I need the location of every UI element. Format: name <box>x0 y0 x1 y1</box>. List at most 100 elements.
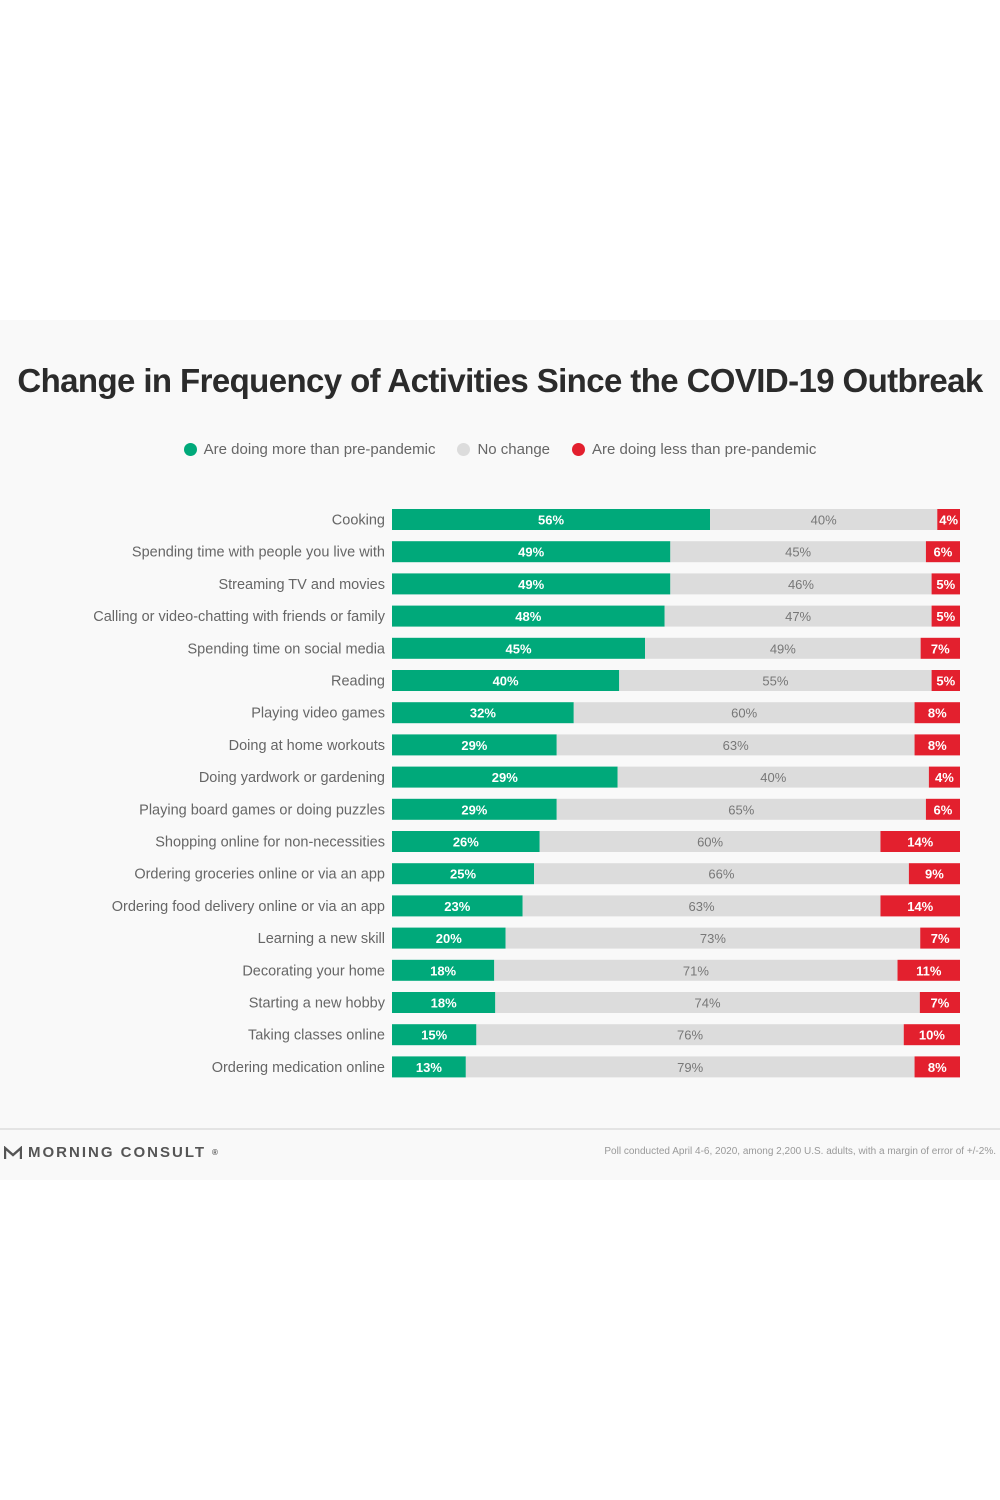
data-label-less: 8% <box>928 706 947 721</box>
bar-segment-more <box>392 541 671 563</box>
category-label: Spending time on social media <box>188 641 386 657</box>
bar-segment-more <box>392 992 496 1013</box>
data-label-no-change: 63% <box>723 738 749 753</box>
data-label-more: 18% <box>430 963 456 978</box>
footnote: Poll conducted April 4-6, 2020, among 2,… <box>604 1146 996 1157</box>
bar-segment-more <box>392 734 557 756</box>
data-label-more: 23% <box>444 899 470 914</box>
data-label-no-change: 73% <box>700 931 726 946</box>
data-label-more: 49% <box>518 577 544 592</box>
data-label-less: 8% <box>928 1060 947 1075</box>
bar-segment-no-change <box>670 573 932 595</box>
data-label-more: 49% <box>518 545 544 560</box>
category-label: Taking classes online <box>248 1028 385 1044</box>
bar-segment-less <box>925 798 960 820</box>
data-label-less: 4% <box>939 513 958 528</box>
category-label: Ordering food delivery online or via an … <box>112 899 385 915</box>
data-label-less: 5% <box>936 609 955 624</box>
bar-segment-less <box>928 766 960 788</box>
data-label-no-change: 40% <box>760 770 786 785</box>
bar-segment-no-change <box>465 1056 915 1078</box>
bar-segment-less <box>908 863 960 885</box>
bar-segment-more <box>392 670 620 691</box>
bar-segment-no-change <box>710 509 938 530</box>
data-label-less: 14% <box>907 835 933 850</box>
data-label-no-change: 63% <box>689 899 715 914</box>
legend-swatch-more <box>183 443 197 456</box>
bar-segment-less <box>931 670 960 691</box>
bar-segment-less <box>914 734 960 756</box>
bar-segment-more <box>392 831 540 852</box>
data-label-more: 29% <box>461 802 487 817</box>
bar-segment-no-change <box>522 895 881 917</box>
data-label-no-change: 76% <box>677 1028 703 1043</box>
data-label-less: 4% <box>935 770 954 785</box>
data-label-no-change: 46% <box>788 577 814 592</box>
data-label-no-change: 60% <box>731 706 757 721</box>
bar-segment-more <box>392 959 495 981</box>
category-label: Playing video games <box>251 706 385 722</box>
bar-segment-no-change <box>476 1024 904 1046</box>
legend-swatch-less <box>572 443 586 456</box>
category-label: Calling or video-chatting with friends o… <box>93 609 385 625</box>
data-label-less: 14% <box>907 899 933 914</box>
bar-segment-no-change <box>494 959 898 981</box>
data-label-no-change: 65% <box>728 802 754 817</box>
data-label-no-change: 47% <box>785 609 811 624</box>
legend-label-more: Are doing more than pre-pandemic <box>203 441 436 458</box>
bar-segment-no-change <box>670 541 926 563</box>
data-label-more: 26% <box>453 835 479 850</box>
data-label-more: 13% <box>416 1060 442 1075</box>
data-label-less: 6% <box>934 545 953 560</box>
bar-segment-no-change <box>619 670 932 691</box>
data-label-less: 7% <box>931 996 950 1011</box>
footer-divider <box>0 1128 1000 1130</box>
legend-swatch-no-change <box>457 443 471 456</box>
bar-segment-more <box>392 895 523 917</box>
data-label-less: 8% <box>928 738 947 753</box>
data-label-more: 20% <box>436 931 462 946</box>
category-label: Learning a new skill <box>258 931 385 947</box>
bar-segment-more <box>392 509 711 530</box>
legend-item-more: Are doing more than pre-pandemic <box>183 441 436 458</box>
data-label-less: 6% <box>934 802 953 817</box>
data-label-no-change: 74% <box>695 996 721 1011</box>
data-label-more: 25% <box>450 867 476 882</box>
bar-segment-no-change <box>556 798 926 820</box>
bar-segment-less <box>937 509 960 530</box>
bar-segment-less <box>919 992 960 1013</box>
bar-segment-less <box>914 702 960 724</box>
data-label-more: 40% <box>493 674 519 689</box>
data-label-less: 10% <box>919 1028 945 1043</box>
data-label-less: 7% <box>931 641 950 656</box>
data-label-more: 15% <box>421 1028 447 1043</box>
data-label-more: 18% <box>431 996 457 1011</box>
bar-segment-more <box>392 927 506 949</box>
bar-segment-no-change <box>539 831 881 852</box>
bar-segment-less <box>880 895 960 917</box>
bar-segment-no-change <box>645 637 921 659</box>
bar-segment-less <box>897 959 960 981</box>
category-label: Decorating your home <box>242 963 385 979</box>
data-label-no-change: 71% <box>683 963 709 978</box>
data-label-more: 29% <box>461 738 487 753</box>
bar-segment-no-change <box>534 863 909 885</box>
legend-item-no-change: No change <box>457 441 550 458</box>
brand-registered-mark: ® <box>212 1148 218 1157</box>
data-label-no-change: 40% <box>811 513 837 528</box>
data-label-less: 5% <box>936 674 955 689</box>
data-label-more: 48% <box>515 609 541 624</box>
legend-item-less: Are doing less than pre-pandemic <box>572 441 816 458</box>
data-label-no-change: 55% <box>762 674 788 689</box>
data-label-no-change: 66% <box>708 867 734 882</box>
bar-segment-more <box>392 766 618 788</box>
bar-segment-less <box>920 637 960 659</box>
bar-segment-no-change <box>505 927 921 949</box>
bar-segment-more <box>392 798 557 820</box>
bar-segment-less <box>880 831 960 852</box>
bar-segment-no-change <box>573 702 915 724</box>
category-label: Spending time with people you live with <box>132 545 385 561</box>
category-label: Shopping online for non-necessities <box>155 835 385 851</box>
chart-legend: Are doing more than pre-pandemic No chan… <box>0 441 1000 458</box>
